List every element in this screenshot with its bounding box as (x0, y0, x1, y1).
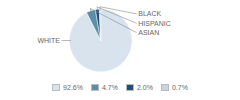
svg-text:ASIAN: ASIAN (138, 29, 159, 36)
html-text:2.0%: 2.0% (136, 83, 153, 91)
svg-text:BLACK: BLACK (138, 10, 161, 17)
svg-text:WHITE: WHITE (37, 37, 60, 44)
html-text:4.7%: 4.7% (102, 83, 118, 91)
svg-text:HISPANIC: HISPANIC (138, 20, 171, 27)
html-text:92.6%: 92.6% (63, 83, 83, 91)
html-text:0.7%: 0.7% (171, 83, 188, 91)
